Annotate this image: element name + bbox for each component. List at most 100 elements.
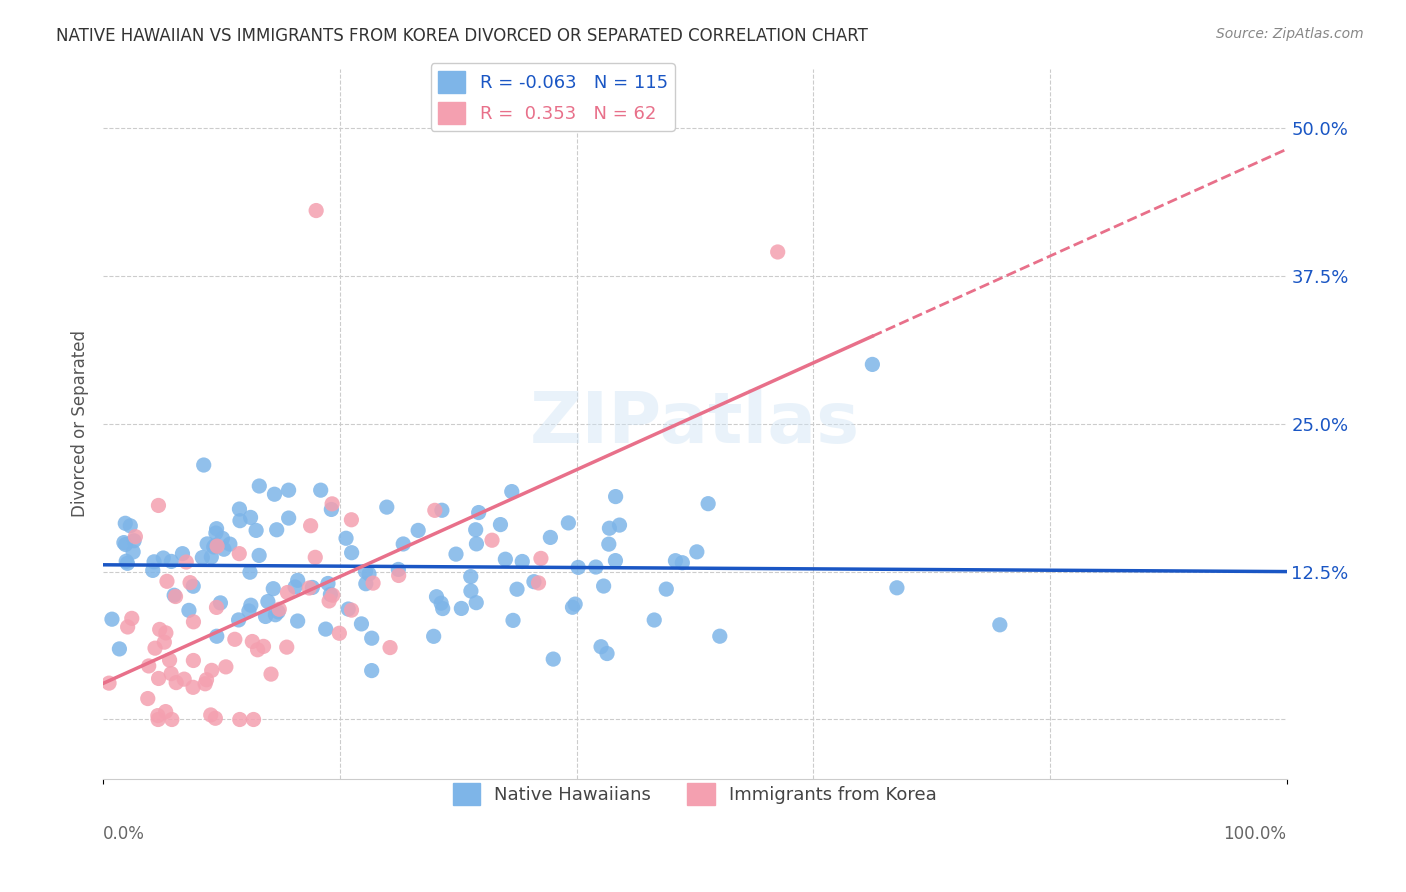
Point [239, 566, 262, 580]
Point [335, 531, 357, 545]
Point [598, 537, 620, 551]
Point [146, 713, 169, 727]
Point [108, 641, 131, 656]
Point [340, 546, 363, 560]
Point [238, 604, 260, 618]
Point [340, 513, 363, 527]
Point [260, 667, 283, 681]
Point [530, 551, 553, 566]
Point [322, 588, 344, 602]
Point [276, 640, 298, 654]
Point [122, 545, 145, 559]
Point [561, 600, 583, 615]
Point [193, 458, 215, 472]
Point [319, 587, 342, 601]
Point [589, 640, 612, 654]
Legend: Native Hawaiians, Immigrants from Korea: Native Hawaiians, Immigrants from Korea [446, 776, 943, 813]
Point [609, 518, 631, 533]
Point [465, 596, 488, 610]
Point [276, 585, 298, 599]
Point [211, 532, 233, 546]
Point [177, 603, 200, 617]
Point [340, 603, 363, 617]
Point [205, 600, 228, 615]
Point [179, 575, 201, 590]
Point [527, 576, 550, 591]
Point [671, 556, 693, 570]
Point [215, 660, 238, 674]
Point [460, 569, 482, 583]
Point [155, 626, 177, 640]
Point [686, 545, 709, 559]
Point [315, 622, 337, 636]
Point [183, 615, 205, 629]
Point [136, 691, 159, 706]
Point [467, 506, 489, 520]
Point [304, 550, 326, 565]
Point [592, 579, 614, 593]
Point [115, 554, 138, 568]
Point [205, 526, 228, 541]
Point [229, 514, 252, 528]
Point [287, 614, 309, 628]
Point [195, 537, 218, 551]
Point [149, 623, 172, 637]
Point [277, 483, 299, 498]
Point [444, 547, 467, 561]
Point [114, 516, 136, 531]
Point [148, 672, 170, 686]
Point [218, 537, 240, 551]
Point [153, 635, 176, 649]
Point [200, 707, 222, 722]
Point [664, 554, 686, 568]
Point [564, 597, 586, 611]
Text: ZIPatlas: ZIPatlas [530, 389, 860, 458]
Point [430, 596, 453, 610]
Point [432, 601, 454, 615]
Point [122, 533, 145, 548]
Point [605, 490, 627, 504]
Point [252, 640, 274, 654]
Point [284, 580, 307, 594]
Point [160, 554, 183, 568]
Point [205, 539, 228, 553]
Point [450, 601, 472, 615]
Point [567, 560, 589, 574]
Point [299, 518, 322, 533]
Point [138, 659, 160, 673]
Point [988, 617, 1011, 632]
Point [160, 666, 183, 681]
Point [181, 579, 204, 593]
Point [204, 711, 226, 725]
Point [156, 574, 179, 589]
Point [191, 550, 214, 565]
Point [114, 537, 136, 551]
Point [406, 524, 429, 538]
Point [204, 539, 226, 553]
Point [172, 547, 194, 561]
Point [267, 605, 290, 619]
Point [523, 574, 546, 589]
Point [375, 500, 398, 515]
Point [209, 596, 232, 610]
Point [388, 568, 411, 582]
Point [605, 553, 627, 567]
Point [183, 653, 205, 667]
Point [159, 653, 181, 667]
Point [287, 574, 309, 588]
Point [195, 673, 218, 687]
Point [202, 540, 225, 554]
Point [598, 521, 620, 535]
Point [228, 547, 250, 561]
Point [101, 612, 124, 626]
Text: 100.0%: 100.0% [1223, 825, 1286, 843]
Point [143, 555, 166, 569]
Point [228, 613, 250, 627]
Point [360, 664, 382, 678]
Point [328, 626, 350, 640]
Point [121, 611, 143, 625]
Point [766, 244, 789, 259]
Point [228, 502, 250, 516]
Point [262, 582, 284, 596]
Point [387, 562, 409, 576]
